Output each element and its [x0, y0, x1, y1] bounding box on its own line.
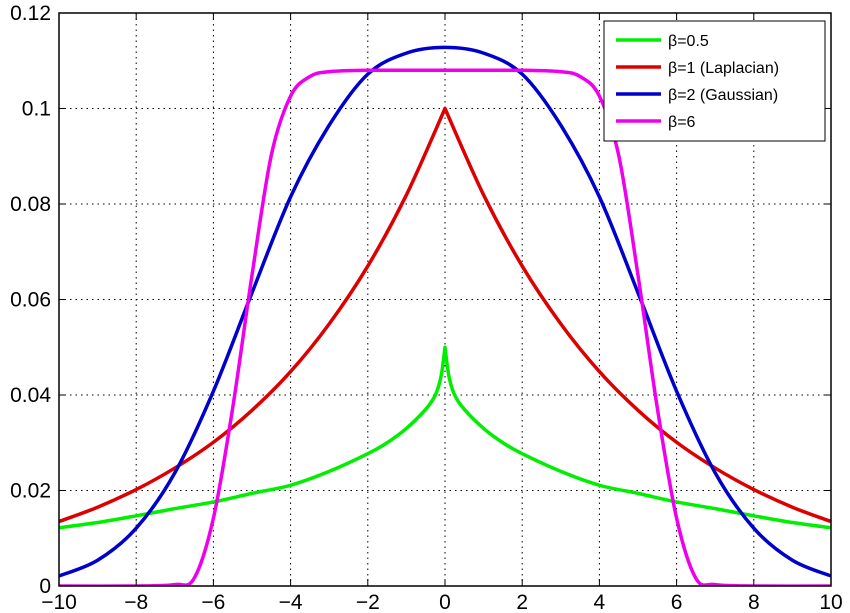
- y-tick-label: 0.06: [10, 289, 51, 312]
- series-line-3: [59, 45, 831, 578]
- x-tick-label: −6: [201, 591, 225, 613]
- x-tick-label: −8: [124, 591, 148, 613]
- x-tick-label: 2: [516, 591, 528, 613]
- grid-lines: [59, 13, 831, 586]
- y-tick-label: 0: [39, 575, 51, 598]
- x-tick-label: 6: [671, 591, 683, 613]
- legend: β=0.5 β=1 (Laplacian) β=2 (Gaussian) β=6: [603, 20, 826, 142]
- x-tick-label: 10: [819, 591, 842, 613]
- x-tick-label: 4: [594, 591, 606, 613]
- legend-label: β=6: [668, 114, 696, 131]
- x-tick-label: 0: [439, 591, 451, 613]
- y-tick-label: 0.08: [10, 193, 51, 216]
- y-tick-label: 0.02: [10, 480, 51, 503]
- y-tick-label: 0.1: [22, 98, 51, 121]
- x-tick-label: −4: [279, 591, 303, 613]
- series-line-1: [59, 345, 831, 530]
- data-series: [59, 45, 831, 586]
- series-line-2: [59, 106, 831, 524]
- x-tick-label: 8: [748, 591, 760, 613]
- axis-ticks: −10 −8 −6 −4 −2 0 2 4 6 8 10 0 0.02 0.04 0.06 0.08 0.1 0.…: [10, 2, 843, 613]
- x-tick-label: −10: [41, 591, 77, 613]
- y-tick-label: 0.04: [10, 384, 51, 407]
- y-tick-label: 0.12: [10, 2, 51, 25]
- legend-label: β=2 (Gaussian): [668, 87, 778, 104]
- legend-label: β=1 (Laplacian): [668, 60, 779, 77]
- x-tick-label: −2: [356, 591, 380, 613]
- series-line-4: [59, 68, 831, 586]
- legend-label: β=0.5: [668, 33, 709, 50]
